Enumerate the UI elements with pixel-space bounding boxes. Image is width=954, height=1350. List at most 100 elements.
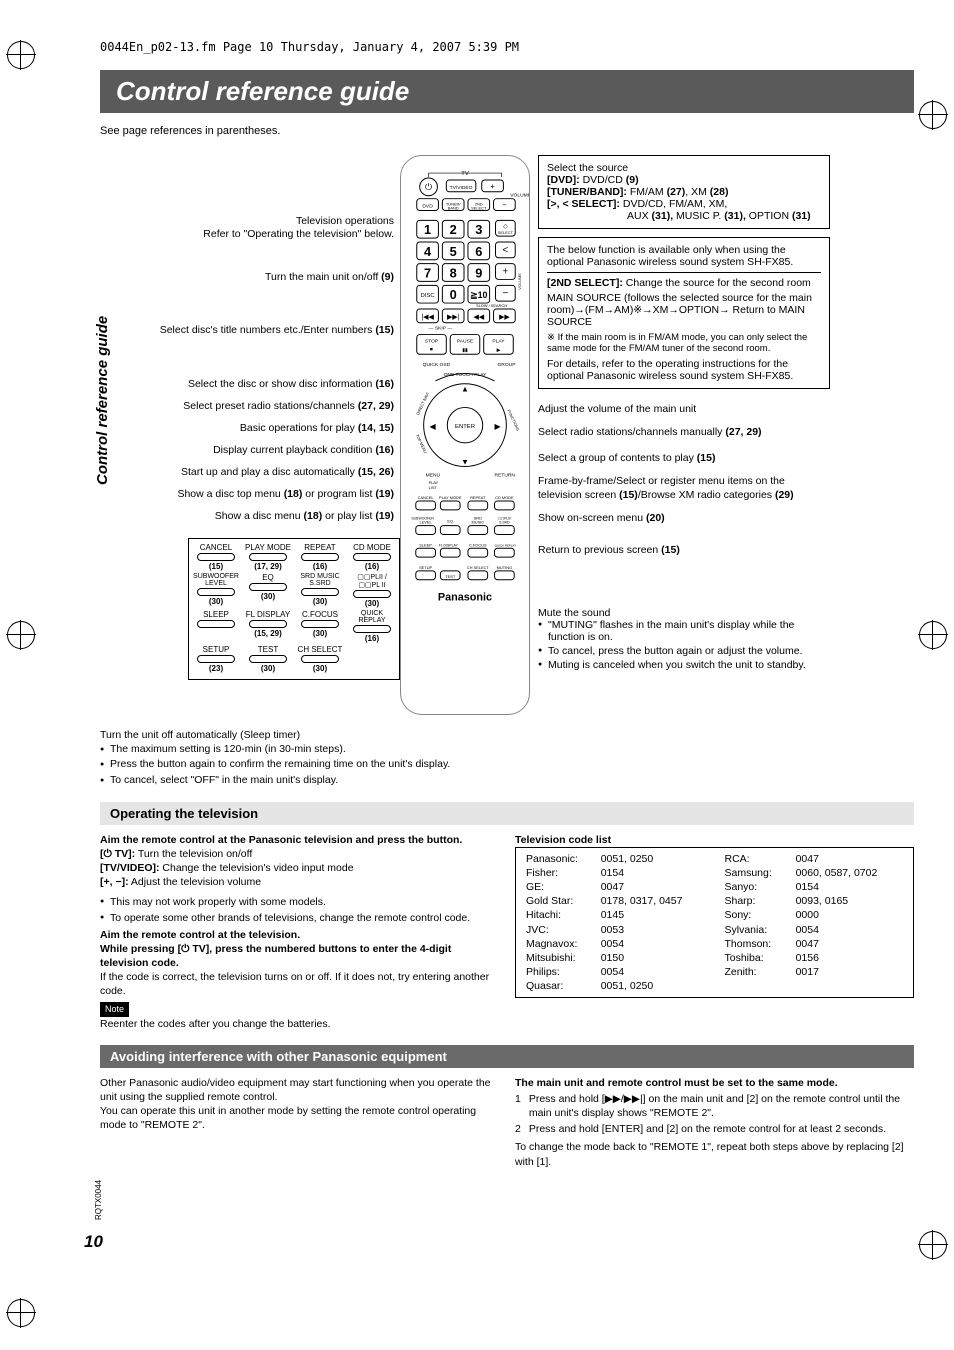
left-callouts: Television operations Refer to "Operatin… [100,155,400,715]
svg-text:CANCEL: CANCEL [418,495,435,500]
svg-text:▶: ▶ [497,347,501,353]
tv-code: 0000 [792,908,907,922]
page-title: Control reference guide [100,70,914,113]
svg-text:GROUP: GROUP [497,362,516,368]
callout-manual-tune: Select radio stations/channels manually … [538,426,830,439]
svg-text:RETURN: RETURN [495,472,516,478]
callout-osd: Show on-screen menu (20) [538,512,830,525]
interf-text2: You can operate this unit in another mod… [100,1104,499,1132]
right-callouts: Select the source [DVD]: DVD/CD (9) [TUN… [530,155,830,715]
svg-text:|◀◀: |◀◀ [421,314,434,321]
callout-volume: Adjust the volume of the main unit [538,403,830,416]
svg-text:−: − [502,288,508,299]
svg-text:⏻: ⏻ [425,182,432,192]
step-text: Press and hold [ENTER] and [2] on the re… [529,1122,886,1136]
tv-bullet: This may not work properly with some mod… [100,895,499,909]
svg-text:MUTING: MUTING [497,565,512,570]
tv-brand: Quasar: [522,979,597,993]
tv-brand: Mitsubishi: [522,951,597,965]
tv-brand: JVC: [522,923,597,937]
svg-text:−: − [502,201,507,210]
svg-text:CD MODE: CD MODE [495,495,514,500]
svg-text:0: 0 [450,287,457,302]
svg-text:LEVEL: LEVEL [420,520,433,525]
grid-row: SUBWOOFER LEVEL(30) EQ(30) SRD MUSIC S.S… [193,573,395,608]
side-title: Control reference guide [94,316,111,485]
svg-text:SELECT: SELECT [498,230,514,235]
tv-code: 0053 [597,923,709,937]
svg-text:TV/VIDEO: TV/VIDEO [450,185,473,191]
svg-text:SETUP: SETUP [419,565,432,570]
sleep-bullet: Press the button again to confirm the re… [100,758,914,772]
svg-text:◀◀: ◀◀ [473,314,484,321]
svg-text:BAND: BAND [448,206,459,211]
svg-text:SLOW / SEARCH: SLOW / SEARCH [476,303,507,308]
callout-power: Turn the main unit on/off (9) [100,271,400,284]
svg-text:STOP: STOP [425,338,439,344]
svg-text:8: 8 [450,265,457,280]
remote-diagram: Television operations Refer to "Operatin… [100,155,914,715]
svg-text:DIRECT NAVI: DIRECT NAVI [415,391,430,415]
tv-code: 0154 [792,880,907,894]
tv-code: 0054 [597,965,709,979]
svg-text:◀: ◀ [429,422,436,431]
mute-bullet: To cancel, press the button again or adj… [538,645,830,657]
svg-text:DVD: DVD [422,204,433,210]
svg-text:2: 2 [450,222,457,237]
tv-code: 0017 [792,965,907,979]
source-select-box: Select the source [DVD]: DVD/CD (9) [TUN… [538,155,830,229]
svg-text:<: < [502,245,508,256]
tv-brand: Magnavox: [522,937,597,951]
svg-text:FL DISPLAY: FL DISPLAY [439,543,459,547]
callout-auto-play: Start up and play a disc automatically (… [100,466,400,479]
svg-text:+: + [502,267,508,278]
callout-disc-menu: Show a disc menu (18) or play list (19) [100,510,400,523]
tv-label: TV [461,171,469,177]
svg-text:1: 1 [424,222,431,237]
svg-text:9: 9 [475,265,482,280]
doc-id: RQTX0044 [94,1180,103,1220]
interf-text1: Other Panasonic audio/video equipment ma… [100,1076,499,1104]
svg-text:■: ■ [430,347,433,352]
tv-brand: Hitachi: [522,908,597,922]
interf-right-heading: The main unit and remote control must be… [515,1076,914,1090]
tv-aim-text: Aim the remote control at the Panasonic … [100,833,499,847]
section-tv-heading: Operating the television [100,802,914,825]
svg-text:3: 3 [475,222,482,237]
callout-tv-ops: Television operations Refer to "Operatin… [100,215,400,241]
tv-code: 0178, 0317, 0457 [597,894,709,908]
svg-text:— SKIP —: — SKIP — [429,326,453,332]
tv-code: 0093, 0165 [792,894,907,908]
tv-aim2: Aim the remote control at the television… [100,928,499,942]
step-num: 1 [515,1092,521,1120]
svg-text:C.FOCUS: C.FOCUS [469,542,487,547]
svg-text:MENU: MENU [426,472,441,478]
tv-code: 0156 [792,951,907,965]
sleep-block: Turn the unit off automatically (Sleep t… [100,729,914,788]
svg-text:5: 5 [450,244,457,259]
tv-brand: Sanyo: [721,880,792,894]
svg-text:QUICK OSD: QUICK OSD [423,362,451,368]
callout-top-menu: Show a disc top menu (18) or program lis… [100,488,400,501]
callout-preset: Select preset radio stations/channels (2… [100,400,400,413]
tv-section: Aim the remote control at the Panasonic … [100,833,914,1031]
step-num: 2 [515,1122,521,1136]
tv-code: 0051, 0250 [597,979,709,993]
tv-brand: Sony: [721,908,792,922]
svg-text:QUICK REPLAY: QUICK REPLAY [495,543,517,547]
mute-block: Mute the sound "MUTING" flashes in the m… [538,607,830,671]
svg-text:ENTER: ENTER [455,424,475,430]
svg-text:▶▶|: ▶▶| [447,314,460,321]
interf-footer: To change the mode back to "REMOTE 1", r… [515,1140,914,1168]
sleep-bullet: To cancel, select "OFF" in the main unit… [100,774,914,788]
page-number: 10 [84,1232,103,1252]
svg-text:4: 4 [424,244,432,259]
svg-text:▼: ▼ [461,458,469,467]
svg-text:+: + [490,182,495,191]
tv-brand: GE: [522,880,597,894]
brand-label: Panasonic [438,591,492,603]
tv-brand: Zenith: [721,965,792,979]
interference-section: Other Panasonic audio/video equipment ma… [100,1076,914,1169]
svg-text:DISC: DISC [421,293,436,299]
svg-text:PAUSE: PAUSE [457,338,474,344]
